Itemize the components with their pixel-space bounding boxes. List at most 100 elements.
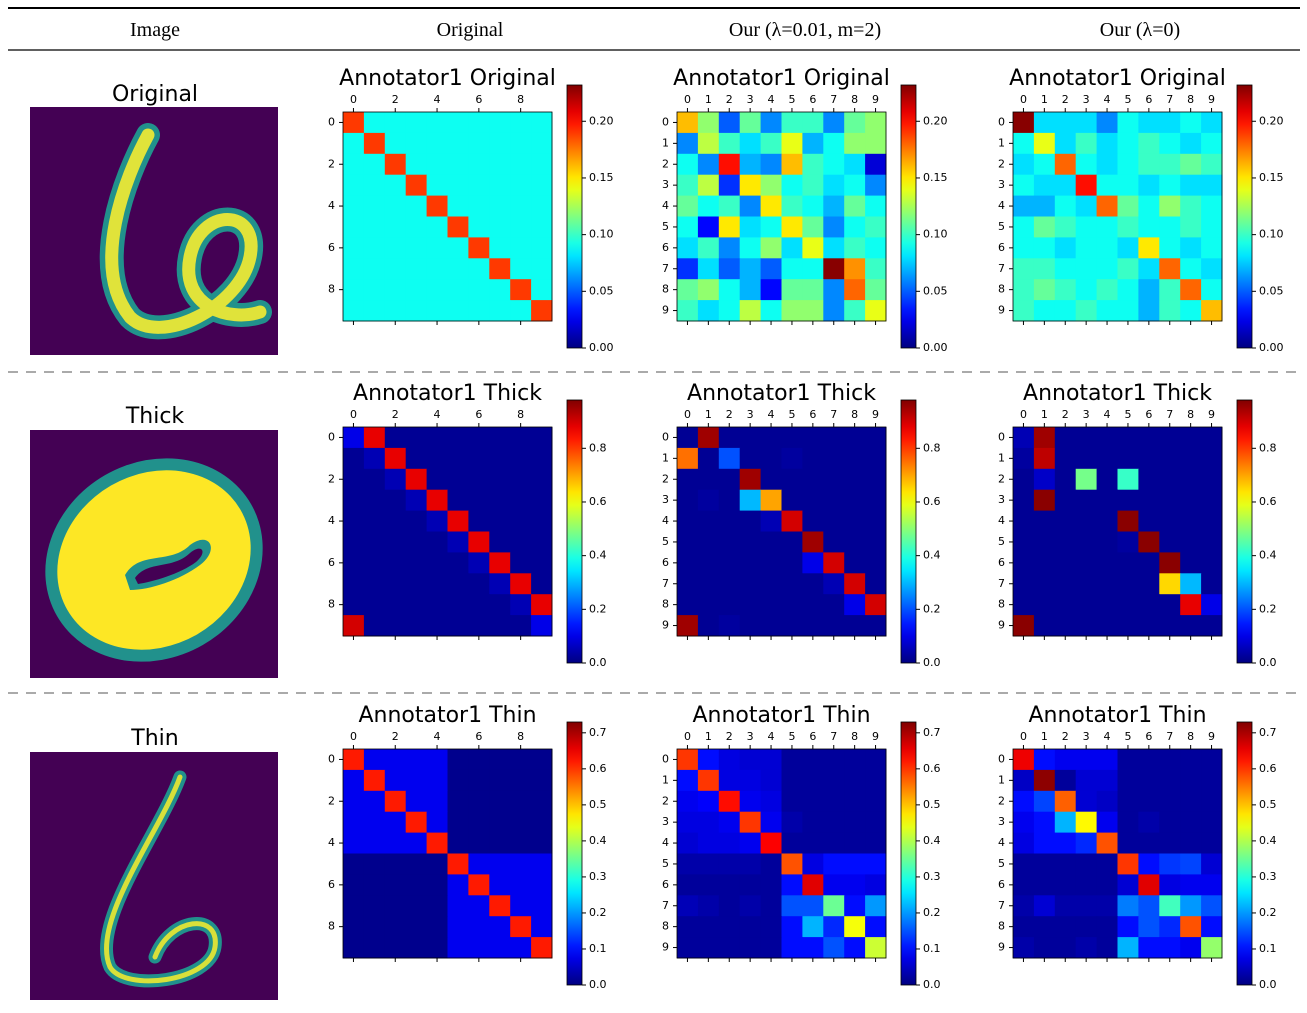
colorbar-tick-label: 0.2 [1259,602,1277,615]
colorbar-tick-label: 0.4 [589,549,607,562]
y-tick-label: 4 [328,199,335,212]
heatmap-cell [677,258,698,279]
colorbar-tick-label: 0.8 [589,441,607,454]
heatmap-cell [719,854,740,875]
heatmap-cell [1118,300,1139,321]
heatmap-cell [782,937,803,958]
heatmap-cell [1013,237,1034,258]
x-tick-label: 7 [1166,408,1173,421]
heatmap-cell [385,874,406,895]
heatmap-cell [343,175,364,196]
heatmap-cell [677,175,698,196]
heatmap-cell [865,791,886,812]
colorbar-tick-label: 0.6 [1259,762,1277,775]
heatmap-cell [865,594,886,615]
heatmap-cell [782,594,803,615]
heatmap-cell [427,196,448,217]
heatmap-cell [1055,532,1076,553]
x-tick-label: 9 [872,730,879,743]
heatmap-cell [1159,812,1180,833]
heatmap-cell [844,511,865,532]
heatmap-cell [1097,469,1118,490]
heatmap-cell [531,427,552,448]
y-tick-label: 8 [662,920,669,933]
x-tick-label: 4 [768,730,775,743]
x-tick-label: 6 [1145,93,1152,106]
heatmap-cell [406,812,427,833]
digit-image [30,752,278,1000]
heatmap-cell [406,749,427,770]
heatmap-cell [1034,237,1055,258]
heatmap-cell [364,791,385,812]
colorbar-tick-label: 0.2 [589,906,607,919]
heatmap-cell [1138,237,1159,258]
heatmap-cell [802,854,823,875]
colorbar-tick-label: 0.6 [1259,495,1277,508]
heatmap-cell [448,490,469,511]
column-header: Our (λ=0) [1100,19,1180,41]
figure: Image Original Our (λ=0.01, m=2) Our (λ=… [0,0,1307,1013]
heatmap-cell [823,279,844,300]
heatmap-cell [343,490,364,511]
heatmap-cell [782,427,803,448]
heatmap-cell [865,427,886,448]
heatmap-cell [1180,133,1201,154]
heatmap-cell [761,196,782,217]
heatmap-cell [468,175,489,196]
heatmap-cell [343,791,364,812]
heatmap-cell [1055,749,1076,770]
colorbar-tick-label: 0.7 [923,726,941,739]
x-tick-label: 3 [1083,408,1090,421]
heatmap-cell [740,154,761,175]
heatmap-cell [1118,511,1139,532]
heatmap-cell [823,895,844,916]
x-tick-label: 7 [830,730,837,743]
heatmap-cell [865,833,886,854]
heatmap-cell [1138,217,1159,238]
heatmap-cell [385,133,406,154]
heatmap-cell [427,854,448,875]
heatmap-cell [343,300,364,321]
heatmap-cell [844,573,865,594]
heatmap-cell [782,895,803,916]
heatmap-cell [761,237,782,258]
heatmap-cell [531,237,552,258]
heatmap-cell [698,895,719,916]
y-tick-label: 3 [998,178,1005,191]
heatmap-cell [1013,937,1034,958]
heatmap-cell [802,552,823,573]
y-tick-label: 4 [662,199,669,212]
heatmap-cell [343,196,364,217]
heatmap-cell [1118,812,1139,833]
heatmap-cell [761,770,782,791]
heatmap-cell [1034,217,1055,238]
heatmap-cell [531,279,552,300]
heatmap-cell [1034,552,1055,573]
y-tick-label: 9 [662,304,669,317]
heatmap-cell [489,791,510,812]
heatmap-cell [489,854,510,875]
heatmap-cell [489,895,510,916]
x-tick-label: 0 [1020,408,1027,421]
heatmap-cell [1180,154,1201,175]
heatmap-cell [740,916,761,937]
heatmap-cell [719,615,740,636]
heatmap-cell [761,552,782,573]
heatmap-cell [802,258,823,279]
heatmap-cell [1138,258,1159,279]
heatmap-cell [1159,300,1180,321]
heatmap-cell [510,594,531,615]
heatmap-cell [782,133,803,154]
x-tick-label: 1 [1041,730,1048,743]
heatmap-cell [489,490,510,511]
heatmap-cell [677,112,698,133]
row-label: Original [112,82,198,107]
heatmap-cell [427,217,448,238]
heatmap-cell [761,258,782,279]
heatmap-cell [364,749,385,770]
heatmap-cell [1201,133,1222,154]
heatmap-cell [1034,833,1055,854]
heatmap-cell [1097,594,1118,615]
x-tick-label: 4 [1104,408,1111,421]
heatmap-cell [698,854,719,875]
